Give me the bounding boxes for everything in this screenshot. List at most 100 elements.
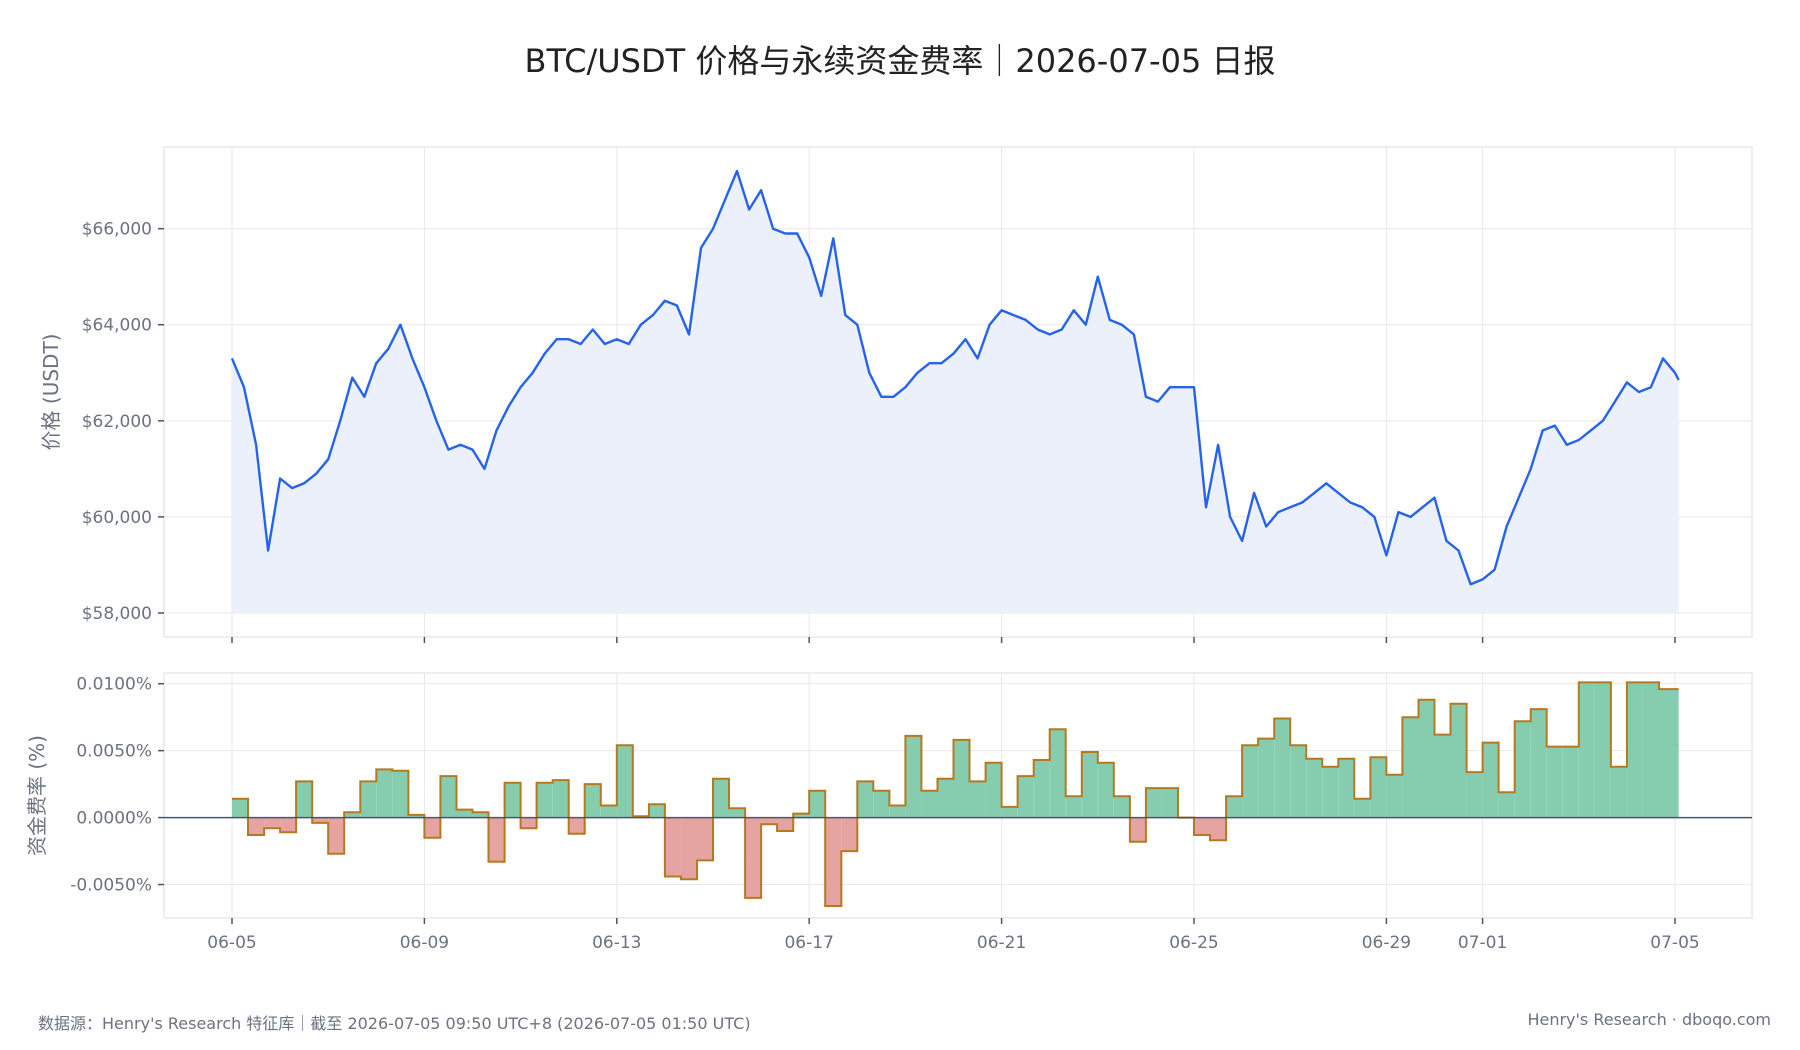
x-tick-label: 06-05: [207, 933, 256, 953]
funding-rate-bar: [584, 784, 601, 818]
funding-rate-bar: [969, 781, 986, 818]
funding-rate-bar: [664, 817, 681, 877]
funding-y-tick-label: 0.0100%: [76, 675, 152, 695]
funding-rate-bar: [472, 812, 489, 818]
funding-rate-bar: [536, 782, 553, 818]
funding-rate-bar: [1290, 745, 1307, 818]
funding-rate-bar: [360, 781, 377, 818]
price-y-tick-label: $62,000: [82, 412, 152, 432]
funding-rate-bar: [1226, 796, 1243, 818]
price-line: [230, 169, 1680, 586]
x-tick-label: 06-25: [1169, 933, 1218, 953]
funding-rate-bar: [1482, 742, 1499, 818]
funding-rate-bar: [552, 780, 569, 818]
x-tick-label: 06-21: [977, 933, 1026, 953]
price-y-tick-label: $64,000: [82, 316, 152, 336]
x-axis: 06-05 06-09 06-13 06-17 06-21 06-25 06-29 07-01…: [207, 918, 1700, 953]
price-y-tick-label: $58,000: [82, 604, 152, 624]
funding-rate-bar: [937, 778, 954, 818]
funding-rate-bar: [1402, 717, 1419, 818]
funding-rate-bar: [344, 812, 361, 818]
funding-rate-bar: [328, 817, 345, 854]
funding-step-line: [232, 681, 1679, 907]
funding-rate-bar: [905, 735, 922, 818]
funding-rate-bar: [1370, 757, 1387, 818]
x-tick-label: 07-05: [1650, 933, 1699, 953]
funding-rate-bar: [1594, 682, 1611, 818]
funding-rate-bar: [408, 814, 425, 818]
funding-rate-bar: [729, 808, 746, 818]
funding-rate-bar: [568, 817, 585, 834]
funding-rate-bar: [1338, 758, 1355, 818]
funding-rate-bar: [1322, 766, 1339, 818]
funding-rate-bar: [825, 817, 842, 906]
funding-rate-bar: [1194, 817, 1211, 835]
funding-rate-bar: [1129, 817, 1146, 842]
funding-rate-bar: [1145, 788, 1162, 818]
funding-rate-bar: [841, 817, 858, 852]
funding-rate-bar: [1626, 682, 1643, 818]
x-tick-label: 06-29: [1362, 933, 1411, 953]
x-tick-label: 06-17: [784, 933, 833, 953]
chart-title: BTC/USDT 价格与永续资金费率｜2026-07-05 日报: [524, 42, 1276, 80]
funding-rate-bar: [1258, 738, 1275, 818]
funding-rate-bar: [953, 739, 970, 818]
price-panel: $58,000 $60,000 $62,000 $64,000 $66,000 价格 (U…: [39, 146, 1753, 643]
funding-rate-bar: [1418, 699, 1435, 818]
funding-rate-bar: [1642, 682, 1659, 818]
funding-rate-bar: [1033, 760, 1050, 818]
funding-rate-bar: [504, 782, 521, 818]
funding-rate-bar: [1001, 806, 1018, 818]
price-y-tick-label: $60,000: [82, 508, 152, 528]
funding-rate-bar: [312, 817, 329, 823]
funding-rate-bar: [1097, 762, 1114, 818]
x-tick-label: 07-01: [1458, 933, 1507, 953]
funding-rate-bar: [985, 762, 1002, 818]
funding-rate-bar: [1466, 772, 1483, 818]
funding-rate-bar: [1017, 776, 1034, 818]
funding-rate-bar: [1354, 798, 1371, 818]
funding-rate-bar: [456, 809, 473, 818]
funding-rate-bar: [1161, 788, 1178, 818]
funding-rate-bar: [777, 817, 794, 831]
funding-rate-bar: [280, 817, 297, 833]
funding-rate-bar: [761, 817, 778, 825]
funding-rate-bar: [1274, 718, 1291, 818]
funding-rate-bar: [921, 790, 938, 818]
funding-rate-bar: [1210, 817, 1227, 841]
funding-rate-bar: [440, 776, 457, 818]
funding-rate-bar: [616, 745, 633, 818]
price-plot-frame: [163, 146, 1753, 638]
x-tick-label: 06-13: [592, 933, 641, 953]
funding-rate-bar: [857, 781, 874, 818]
funding-rate-bar: [232, 798, 249, 818]
funding-rate-bar: [248, 817, 265, 835]
funding-rate-bar: [1081, 751, 1098, 818]
funding-rate-bar: [376, 769, 393, 818]
funding-rate-bar: [1498, 792, 1515, 818]
funding-rate-bar: [1658, 689, 1679, 818]
funding-y-tick-label: -0.0050%: [70, 876, 152, 896]
funding-rate-bar: [1049, 729, 1066, 818]
footer-brand: Henry's Research · dboqo.com: [1527, 1010, 1771, 1029]
funding-rate-bar: [424, 817, 441, 838]
funding-rate-bar: [1530, 709, 1547, 818]
footer-source-note: 数据源：Henry's Research 特征库｜截至 2026-07-05 0…: [38, 1014, 751, 1033]
funding-rate-bar: [1546, 746, 1563, 818]
funding-rate-bar: [793, 813, 810, 818]
funding-rate-bar: [600, 805, 617, 818]
funding-rate-bar: [745, 817, 762, 898]
funding-rate-bar: [488, 817, 505, 862]
funding-rate-bar: [809, 790, 826, 818]
price-area-fill: [232, 171, 1679, 613]
price-y-axis-label: 价格 (USDT): [39, 334, 63, 451]
funding-rate-bar: [680, 817, 697, 880]
funding-rate-bar: [713, 778, 730, 818]
funding-rate-bar: [1514, 721, 1531, 818]
funding-panel: -0.0050% 0.0000% 0.0050% 0.0100% 资金费率 (%): [25, 672, 1753, 919]
funding-rate-bar: [296, 781, 313, 818]
funding-plot-frame: [163, 672, 1753, 919]
funding-rate-bar: [696, 817, 713, 861]
funding-rate-bar: [1450, 703, 1467, 818]
